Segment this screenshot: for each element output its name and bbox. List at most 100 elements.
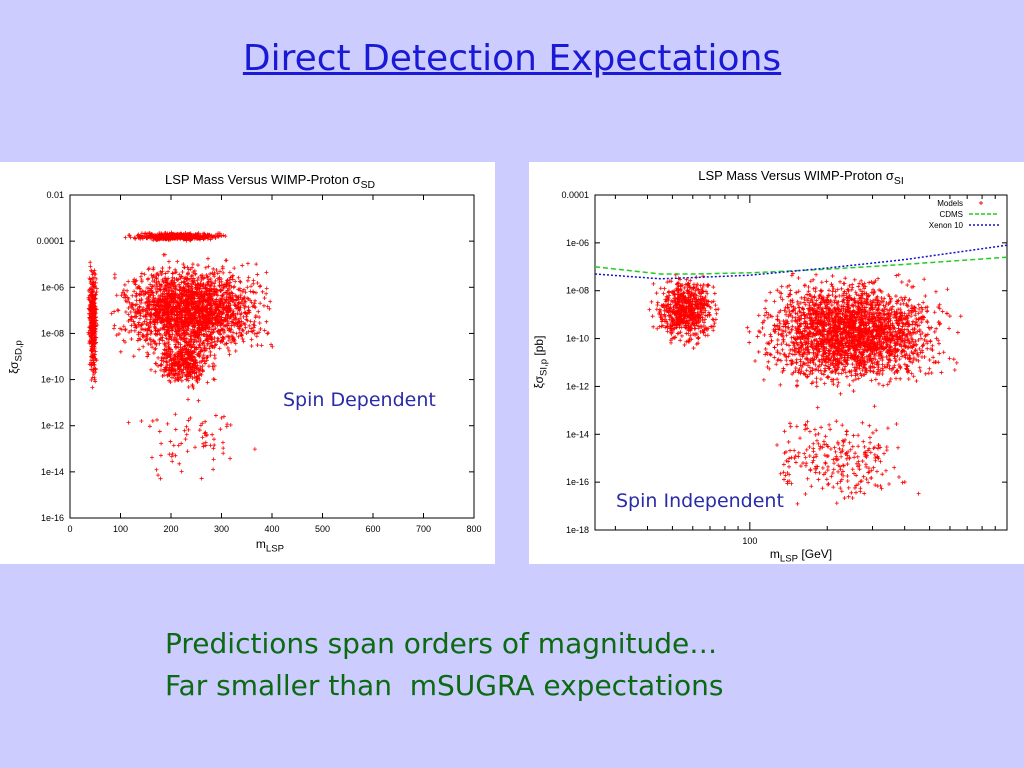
data-point-sd bbox=[93, 272, 98, 277]
data-point-sd bbox=[200, 273, 205, 278]
data-point-sd bbox=[189, 367, 194, 372]
data-point-sd bbox=[212, 311, 217, 316]
data-point-si bbox=[676, 281, 681, 286]
data-point-sd bbox=[188, 343, 193, 348]
data-point-sd bbox=[269, 342, 274, 347]
data-point-sd bbox=[132, 328, 137, 333]
data-point-sd bbox=[255, 343, 260, 348]
data-point-sd bbox=[188, 416, 193, 421]
data-point-sd bbox=[206, 364, 211, 369]
data-point-sd bbox=[229, 297, 234, 302]
data-point-si bbox=[790, 300, 795, 305]
data-point-sd bbox=[209, 304, 214, 309]
data-point-si bbox=[713, 303, 718, 308]
data-point-sd bbox=[225, 278, 230, 283]
data-point-si bbox=[806, 296, 811, 301]
data-point-si bbox=[830, 273, 835, 278]
data-point-sd bbox=[257, 315, 262, 320]
data-point-sd bbox=[164, 336, 169, 341]
data-point-sd bbox=[161, 279, 166, 284]
data-point-sd bbox=[90, 328, 95, 333]
data-point-si bbox=[796, 302, 801, 307]
data-point-sd bbox=[232, 266, 237, 271]
data-point-sd bbox=[162, 352, 167, 357]
data-point-si bbox=[701, 282, 706, 287]
data-point-sd bbox=[176, 345, 181, 350]
y-axis-label-si: ξσSI,p [pb] bbox=[532, 336, 550, 389]
data-point-sd bbox=[204, 273, 209, 278]
data-point-sd bbox=[146, 352, 151, 357]
data-point-sd bbox=[232, 300, 237, 305]
data-point-sd bbox=[151, 267, 156, 272]
data-point-sd bbox=[93, 366, 98, 371]
data-point-sd bbox=[146, 266, 151, 271]
data-point-sd bbox=[252, 319, 257, 324]
data-point-sd bbox=[160, 318, 165, 323]
data-point-sd bbox=[248, 319, 253, 324]
data-point-si bbox=[684, 300, 689, 305]
data-point-sd bbox=[90, 296, 95, 301]
data-point-sd bbox=[245, 285, 250, 290]
data-point-sd bbox=[180, 269, 185, 274]
data-point-sd bbox=[223, 324, 228, 329]
data-point-sd bbox=[183, 437, 188, 442]
data-point-sd bbox=[214, 321, 219, 326]
data-point-sd bbox=[248, 289, 253, 294]
data-point-sd bbox=[240, 263, 245, 268]
data-point-sd bbox=[92, 284, 97, 289]
data-point-sd bbox=[141, 309, 146, 314]
data-point-si bbox=[665, 295, 670, 300]
data-point-si bbox=[692, 326, 697, 331]
data-point-sd bbox=[237, 307, 242, 312]
data-point-sd bbox=[181, 232, 186, 237]
data-point-si bbox=[857, 281, 862, 286]
data-point-sd bbox=[125, 288, 130, 293]
data-point-si bbox=[869, 378, 874, 383]
data-point-sd bbox=[174, 360, 179, 365]
data-point-sd bbox=[158, 269, 163, 274]
data-point-sd bbox=[187, 370, 192, 375]
data-point-sd bbox=[176, 322, 181, 327]
data-point-sd bbox=[184, 317, 189, 322]
data-point-sd bbox=[173, 294, 178, 299]
data-point-sd bbox=[225, 345, 230, 350]
data-point-sd bbox=[168, 321, 173, 326]
data-point-sd bbox=[131, 307, 136, 312]
data-point-sd bbox=[204, 308, 209, 313]
data-point-sd bbox=[189, 321, 194, 326]
data-point-sd bbox=[218, 315, 223, 320]
data-point-sd bbox=[147, 292, 152, 297]
data-point-sd bbox=[123, 298, 128, 303]
data-point-sd bbox=[245, 311, 250, 316]
data-point-sd bbox=[146, 295, 151, 300]
data-point-si bbox=[681, 320, 686, 325]
data-point-sd bbox=[91, 348, 96, 353]
data-point-sd bbox=[137, 286, 142, 291]
data-point-sd bbox=[170, 324, 175, 329]
data-point-sd bbox=[114, 333, 119, 338]
data-point-sd bbox=[167, 236, 172, 241]
data-point-sd bbox=[94, 318, 99, 323]
data-point-sd bbox=[221, 336, 226, 341]
data-point-sd bbox=[204, 336, 209, 341]
data-point-sd bbox=[92, 303, 97, 308]
data-point-si bbox=[679, 288, 684, 293]
data-point-sd bbox=[185, 271, 190, 276]
data-point-sd bbox=[177, 282, 182, 287]
data-point-sd bbox=[161, 297, 166, 302]
data-point-sd bbox=[253, 290, 258, 295]
data-point-sd bbox=[208, 280, 213, 285]
data-point-sd bbox=[151, 296, 156, 301]
data-point-sd bbox=[205, 292, 210, 297]
data-point-sd bbox=[178, 232, 183, 237]
data-point-sd bbox=[171, 299, 176, 304]
data-point-si bbox=[667, 317, 672, 322]
data-point-sd bbox=[130, 315, 135, 320]
data-point-si bbox=[688, 299, 693, 304]
data-point-sd bbox=[164, 327, 169, 332]
data-point-sd bbox=[203, 298, 208, 303]
data-point-sd bbox=[114, 293, 119, 298]
data-point-sd bbox=[214, 310, 219, 315]
spin-independent-scatter-chart: LSP Mass Versus WIMP-Proton σSI0.00011e-… bbox=[532, 168, 1008, 564]
data-point-si bbox=[798, 359, 803, 364]
